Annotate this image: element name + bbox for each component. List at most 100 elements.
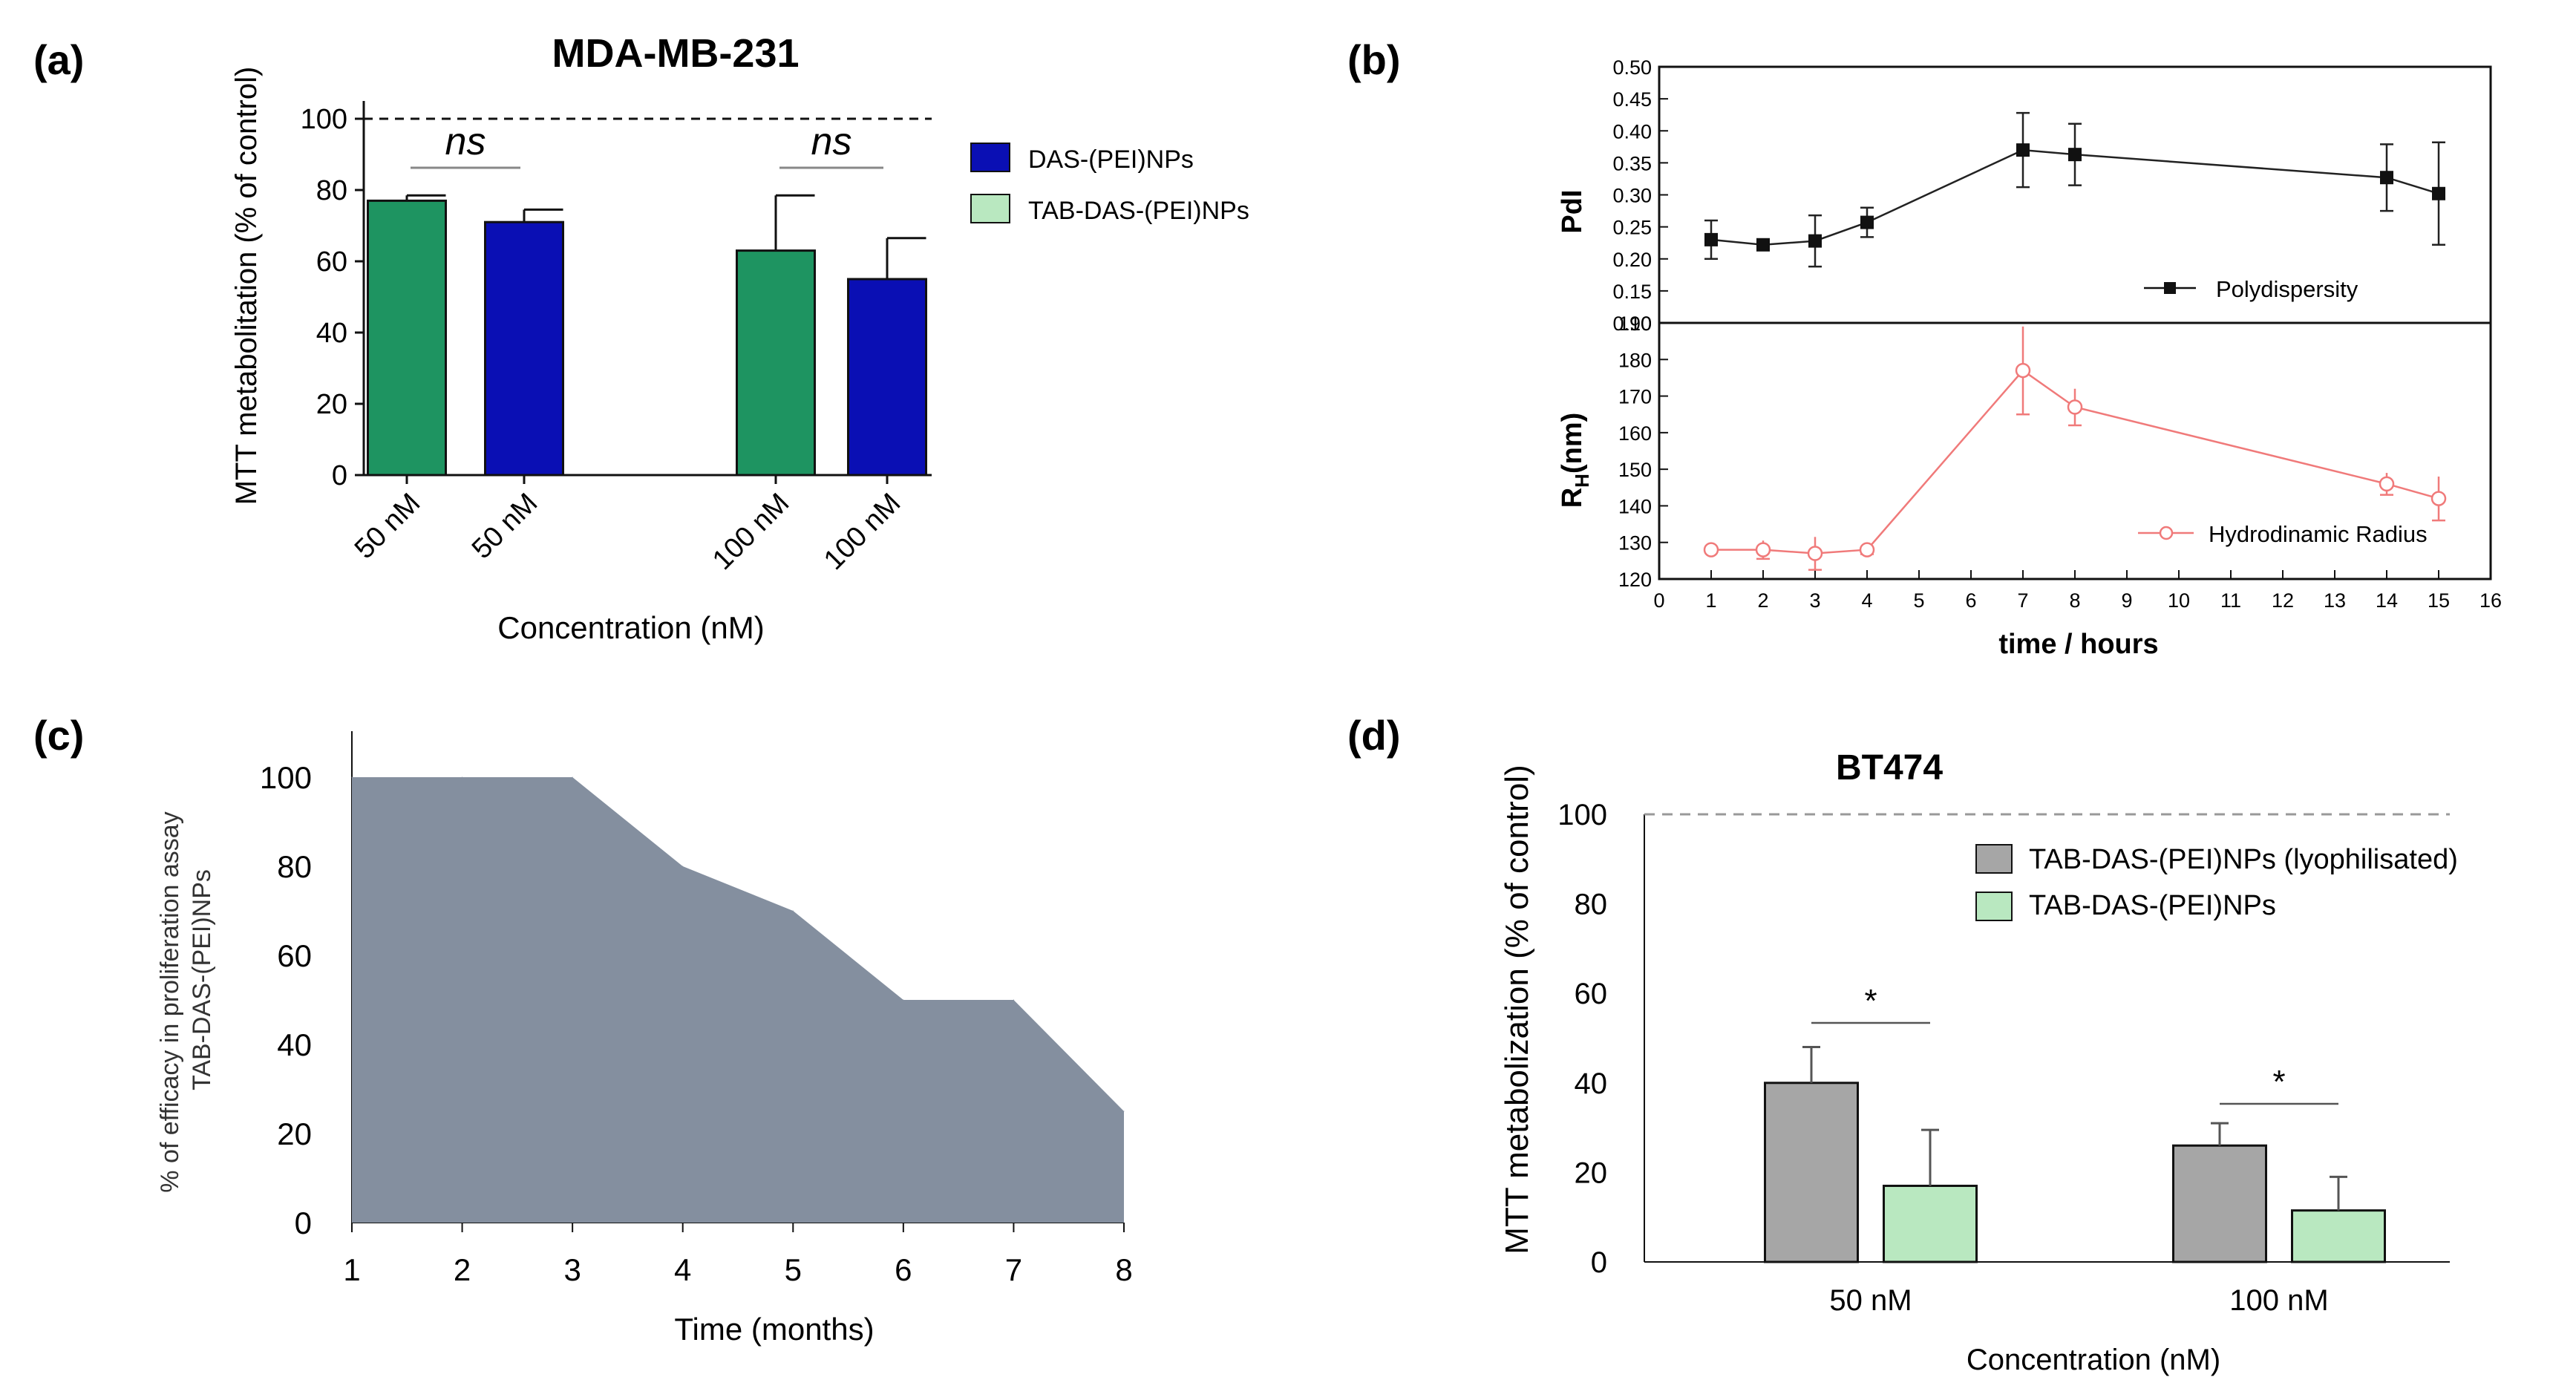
legend-label-das: DAS-(PEI)NPs xyxy=(1028,145,1194,174)
b-top-ytick-label: 0.20 xyxy=(1612,249,1652,271)
a-significance-label: ns xyxy=(811,120,852,163)
legend-label-lyophilisated: TAB-DAS-(PEI)NPs (lyophilisated) xyxy=(2029,844,2458,875)
a-bar xyxy=(484,220,564,477)
legend-swatch-das xyxy=(970,143,1010,172)
c-ytick-label: 60 xyxy=(277,938,312,973)
d-significance-label: * xyxy=(1864,983,1877,1019)
a-ytick-label: 40 xyxy=(316,318,347,349)
b-xtick-label: 3 xyxy=(1809,589,1820,612)
b-xtick-label: 16 xyxy=(2479,589,2502,612)
a-ytick-label: 100 xyxy=(301,104,347,135)
a-bar xyxy=(847,278,927,477)
b-top-ytick-label: 0.35 xyxy=(1612,152,1652,174)
d-bar xyxy=(1764,1082,1859,1263)
d-xtick-label: 50 nM xyxy=(1829,1284,1912,1317)
b-top-ytick-label: 0.45 xyxy=(1612,88,1652,111)
b-bot-ytick-label: 150 xyxy=(1618,459,1652,481)
b-xtick-label: 2 xyxy=(1757,589,1768,612)
c-xtick-label: 4 xyxy=(674,1252,691,1287)
a-significance-label: ns xyxy=(445,120,486,163)
c-data-point xyxy=(792,910,794,912)
d-ytick-label: 60 xyxy=(1575,978,1608,1010)
b-polydispersity-line xyxy=(1710,148,2439,246)
c-ytick-label: 80 xyxy=(277,849,312,884)
b-bot-ytick-label: 170 xyxy=(1618,386,1652,408)
panel-b-top-ylabel: PdI xyxy=(1557,189,1588,233)
b-polydispersity-point xyxy=(2432,186,2445,200)
d-ytick-label: 80 xyxy=(1575,889,1608,921)
d-bar xyxy=(1883,1184,1978,1263)
panel-label-b: (b) xyxy=(1347,36,1401,83)
d-bar xyxy=(2172,1144,2267,1263)
c-ytick-label: 100 xyxy=(260,760,312,795)
a-bar xyxy=(367,199,447,477)
d-ytick-label: 40 xyxy=(1575,1067,1608,1100)
b-xtick-label: 11 xyxy=(2220,589,2241,612)
c-xtick-label: 6 xyxy=(895,1252,912,1287)
legend-label-tab-das: TAB-DAS-(PEI)NPs xyxy=(1028,197,1249,225)
panel-b-chart: PdI RH(nm) time / hours 0.10 0.15 0.20 0.25… xyxy=(1557,56,2502,660)
c-ytick-label: 20 xyxy=(277,1116,312,1151)
panel-b-bottom-ylabel: RH(nm) xyxy=(1557,413,1593,508)
legend-marker-rh xyxy=(2159,526,2174,540)
b-top-ytick-label: 0.15 xyxy=(1612,281,1652,303)
b-radius-point xyxy=(2379,476,2395,492)
b-radius-point xyxy=(2067,399,2083,415)
b-bot-ytick-label: 130 xyxy=(1618,532,1652,555)
b-radius-point xyxy=(2015,362,2031,379)
b-xtick-label: 10 xyxy=(2168,589,2190,612)
b-radius-point xyxy=(2430,491,2447,506)
c-data-point xyxy=(1013,999,1014,1001)
b-radius-point xyxy=(1859,542,1875,557)
b-bot-ytick-label: 120 xyxy=(1618,569,1652,591)
b-xtick-label: 9 xyxy=(2121,589,2132,612)
a-ytick-label: 60 xyxy=(316,246,347,278)
b-radius-point xyxy=(1755,542,1771,557)
c-efficacy-area xyxy=(352,777,1124,1223)
b-top-ytick-label: 0.10 xyxy=(1612,313,1652,335)
panel-d-chart: BT474 MTT metabolization (% of control) … xyxy=(1499,748,2458,1376)
rh-label-r: R xyxy=(1557,488,1588,508)
rh-label-unit: (nm) xyxy=(1557,413,1588,474)
b-polydispersity-point xyxy=(1704,232,1718,246)
c-ytick-label: 0 xyxy=(295,1206,312,1240)
panel-a-chart: MDA-MB-231 MTT metabolitation (% of cont… xyxy=(230,31,1249,645)
d-ytick-label: 0 xyxy=(1591,1246,1607,1279)
b-top-ytick-label: 0.30 xyxy=(1612,185,1652,207)
b-bot-ytick-label: 140 xyxy=(1618,495,1652,517)
panel-label-c: (c) xyxy=(33,712,84,759)
b-xtick-label: 5 xyxy=(1913,589,1924,612)
b-polydispersity-point xyxy=(1860,215,1874,229)
b-xtick-label: 8 xyxy=(2069,589,2080,612)
legend-swatch-tab-das-d xyxy=(1975,892,2013,921)
b-radius-line xyxy=(1711,369,2439,555)
d-ytick-label: 100 xyxy=(1557,799,1607,831)
panel-d-title: BT474 xyxy=(1836,748,1943,788)
c-xtick-label: 7 xyxy=(1005,1252,1022,1287)
c-data-point xyxy=(351,776,353,778)
a-ytick-label: 20 xyxy=(316,389,347,420)
b-xtick-label: 1 xyxy=(1705,589,1716,612)
panel-label-d: (d) xyxy=(1347,712,1401,759)
d-bar xyxy=(2291,1209,2386,1263)
panel-a-title: MDA-MB-231 xyxy=(552,31,799,76)
a-xtick-label: 100 nM xyxy=(818,488,906,576)
d-ytick-label: 20 xyxy=(1575,1157,1608,1189)
c-xtick-label: 8 xyxy=(1115,1252,1132,1287)
d-xtick-label: 100 nM xyxy=(2229,1284,2328,1317)
legend-label-pdi: Polydispersity xyxy=(2216,276,2358,302)
c-data-point xyxy=(1123,1110,1125,1112)
c-xtick-label: 2 xyxy=(454,1252,471,1287)
b-xtick-label: 14 xyxy=(2376,589,2398,612)
b-bot-ytick-label: 160 xyxy=(1618,422,1652,445)
a-xtick-label: 50 nM xyxy=(349,488,426,565)
c-data-point xyxy=(682,866,684,867)
legend-label-rh: Hydrodinamic Radius xyxy=(2209,521,2428,547)
panel-label-a: (a) xyxy=(33,36,84,83)
panel-d-ylabel: MTT metabolization (% of control) xyxy=(1499,765,1535,1254)
b-top-ytick-label: 0.40 xyxy=(1612,120,1652,143)
b-xtick-label: 4 xyxy=(1861,589,1872,612)
a-xtick-label: 100 nM xyxy=(707,488,795,576)
panel-a-xlabel: Concentration (nM) xyxy=(497,610,764,645)
